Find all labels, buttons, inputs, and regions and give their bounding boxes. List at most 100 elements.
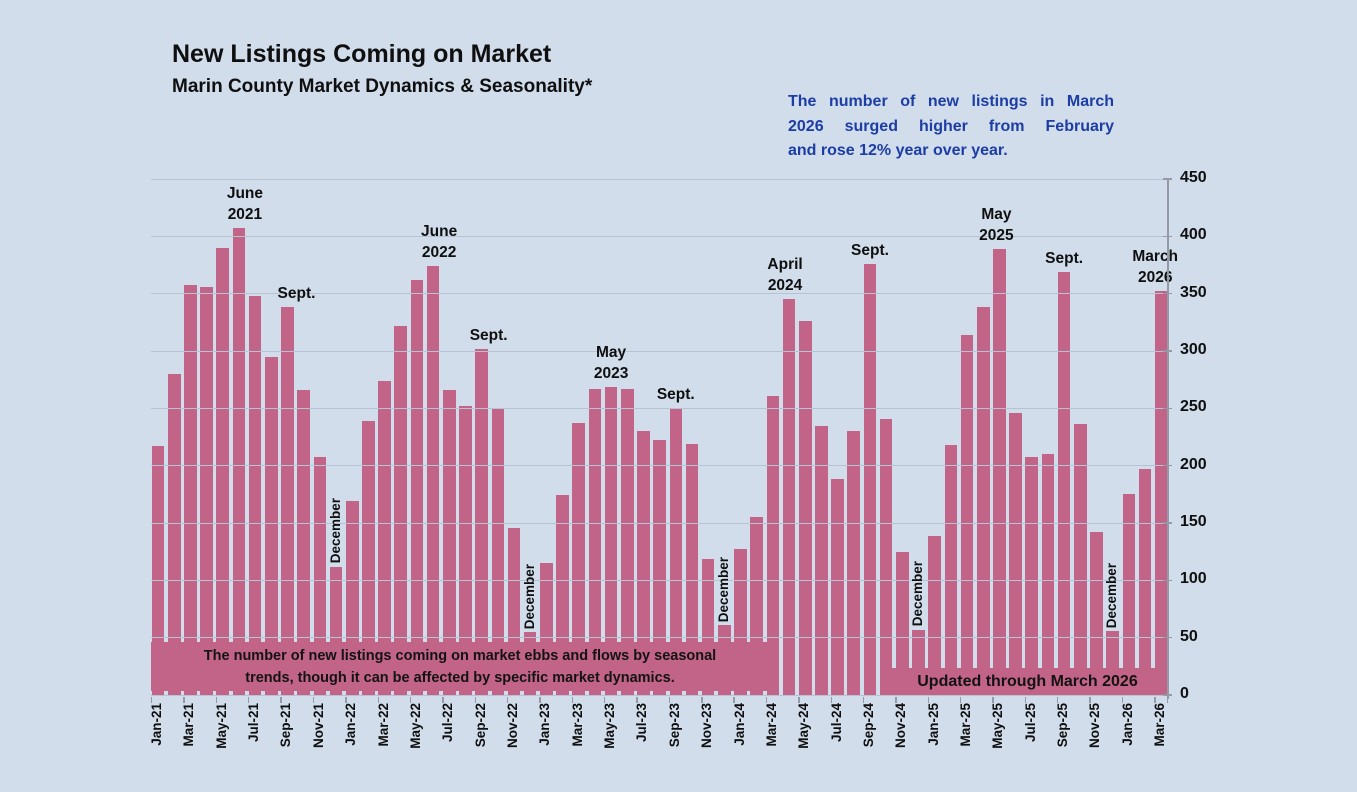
peak-label-line: 2022	[421, 244, 457, 262]
x-axis-label-Sep-24: Sep-24	[860, 703, 876, 748]
x-axis-tick	[151, 697, 153, 703]
y-axis-tick	[1163, 694, 1172, 696]
bar-May-22	[410, 279, 424, 695]
x-axis-tick	[862, 697, 865, 703]
y-axis-label: 300	[1180, 341, 1207, 358]
peak-label-Jun-21: June 2021	[185, 183, 305, 225]
x-axis-tick	[442, 697, 444, 703]
x-axis-label-Jan-22: Jan-22	[343, 703, 359, 746]
x-axis-label-Jul-22: Jul-22	[440, 703, 456, 743]
bar-Feb-26	[1138, 469, 1152, 695]
bar-Mar-24	[766, 395, 780, 695]
x-axis-label-Mar-26: Mar-26	[1152, 703, 1168, 747]
bar-Jun-21	[232, 228, 246, 695]
x-axis-label-Sep-22: Sep-22	[472, 703, 488, 748]
y-axis-tick	[1163, 636, 1172, 639]
bar-Sep-25	[1057, 271, 1071, 695]
x-axis-label-May-23: May-23	[602, 703, 618, 749]
bar-Oct-23	[685, 443, 699, 695]
gridline	[151, 407, 1168, 409]
x-axis-tick	[798, 697, 800, 703]
peak-label-line: May	[596, 343, 627, 361]
x-axis-label-Jan-21: Jan-21	[149, 703, 165, 746]
gridline	[151, 350, 1168, 352]
x-axis-tick	[539, 697, 541, 703]
gridline	[151, 178, 1168, 180]
bar-Aug-22	[459, 406, 472, 695]
bar-Nov-24	[896, 551, 909, 695]
peak-label-line: Sept.	[851, 241, 889, 259]
x-axis-tick	[215, 697, 218, 703]
x-axis-label-Sep-21: Sep-21	[278, 703, 294, 748]
bar-Jun-22	[426, 266, 440, 695]
x-axis-tick	[183, 697, 185, 703]
gridline	[151, 694, 1168, 696]
peak-label-line: Sept.	[277, 285, 316, 303]
x-axis-label-Jan-26: Jan-26	[1119, 703, 1135, 746]
x-axis-tick	[409, 697, 412, 703]
bar-May-21	[216, 247, 230, 695]
bar-Apr-21	[200, 286, 213, 695]
x-axis-tick	[1057, 697, 1059, 703]
x-axis-label-Mar-21: Mar-21	[181, 703, 197, 747]
y-axis-line	[1167, 178, 1169, 699]
bar-Mar-21	[184, 284, 197, 695]
x-axis-label-Jan-23: Jan-23	[537, 703, 553, 746]
x-axis-label-May-22: May-22	[407, 703, 423, 749]
x-axis-tick	[345, 697, 347, 703]
x-axis-label-Jul-24: Jul-24	[828, 703, 844, 743]
x-axis-label-Jul-23: Jul-23	[634, 703, 650, 743]
bar-May-23	[604, 386, 618, 695]
bar-Aug-25	[1041, 454, 1055, 695]
peak-label-Sep-25: Sept.	[1004, 248, 1124, 269]
x-axis-label-Nov-23: Nov-23	[699, 703, 715, 749]
y-axis-tick	[1163, 522, 1172, 524]
bar-May-24	[798, 321, 812, 695]
y-axis-label: 150	[1180, 513, 1207, 530]
y-axis-label: 200	[1180, 455, 1207, 473]
x-axis-tick	[701, 697, 703, 703]
peak-label-line: 2025	[979, 226, 1014, 244]
x-axis-label-May-25: May-25	[990, 703, 1006, 749]
x-axis-label-May-24: May-24	[796, 703, 812, 749]
bar-Sep-23	[669, 408, 683, 695]
y-axis-tick	[1163, 178, 1172, 180]
x-axis-label-Mar-25: Mar-25	[958, 703, 974, 747]
bar-Oct-22	[491, 408, 505, 695]
y-axis-label: 100	[1180, 570, 1207, 588]
x-axis-tick	[1167, 697, 1169, 703]
x-axis-label-May-21: May-21	[213, 703, 229, 749]
page-title: New Listings Coming on Market	[172, 40, 552, 68]
bar-Oct-25	[1074, 424, 1087, 695]
peak-label-line: April	[767, 256, 803, 274]
updated-note: Updated through March 2026	[889, 668, 1166, 696]
x-axis-label-Nov-22: Nov-22	[505, 703, 520, 749]
plot-area: The number of new listings coming on mar…	[151, 178, 1178, 696]
bar-Jul-22	[442, 390, 456, 695]
callout-line: and rose 12% year over year.	[788, 142, 1008, 159]
bar-Aug-21	[265, 356, 278, 695]
seasonal-note-line: The number of new listings coming on mar…	[203, 648, 717, 664]
bar-Feb-22	[362, 420, 375, 695]
bar-Jul-24	[831, 479, 844, 695]
bar-Feb-25	[944, 445, 958, 695]
x-axis-tick	[765, 697, 768, 703]
bar-Sep-24	[863, 263, 877, 695]
peak-label-Sep-23: Sept.	[616, 384, 736, 405]
x-axis-tick	[474, 697, 476, 703]
x-axis-tick	[604, 697, 606, 703]
x-axis-label-Nov-25: Nov-25	[1087, 703, 1103, 749]
x-axis-tick	[668, 697, 671, 703]
x-axis-tick	[895, 697, 897, 703]
x-axis-tick	[506, 697, 509, 703]
gridline	[151, 637, 1168, 639]
bar-Jul-25	[1025, 456, 1039, 695]
december-label-Dec-23: December	[715, 556, 731, 623]
y-axis-tick	[1163, 579, 1172, 582]
callout-line: 2026 surged higher from February	[788, 117, 1114, 135]
peak-label-Sep-24: Sept.	[810, 240, 930, 261]
x-axis-tick	[312, 697, 315, 703]
bar-Apr-24	[782, 299, 796, 695]
bar-Jul-23	[637, 431, 650, 695]
